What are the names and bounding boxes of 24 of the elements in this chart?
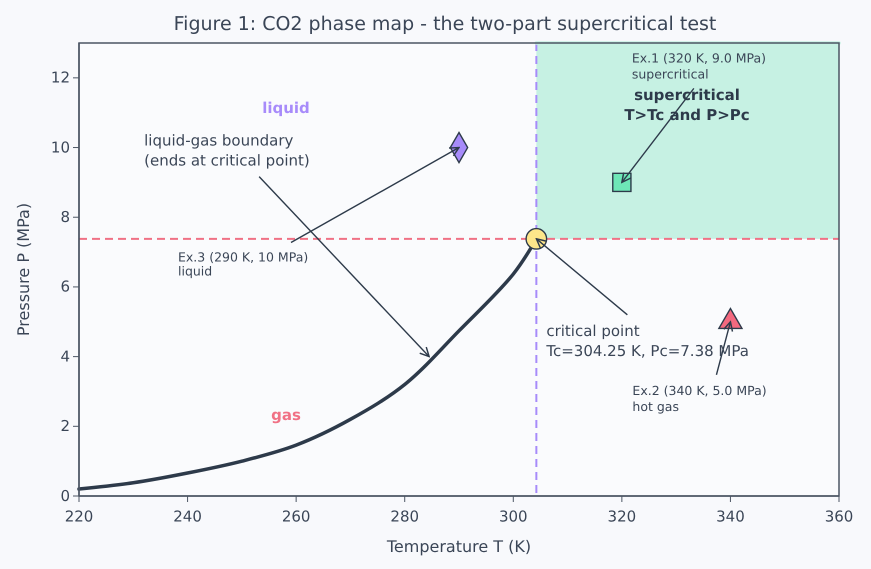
x-tick-label: 320 [608,508,636,526]
y-tick-label: 8 [60,208,70,226]
x-tick-label: 280 [390,508,420,526]
annotation: Ex.3 (290 K, 10 MPa) liquid [178,250,308,279]
annotation: gas [271,406,301,424]
annotation: Ex.1 (320 K, 9.0 MPa) supercritical [632,50,766,82]
chart-title: Figure 1: CO2 phase map - the two-part supercritical test [174,13,716,35]
y-tick-label: 12 [50,68,70,87]
y-axis-title: Pressure P (MPa) [14,202,33,336]
x-tick-label: 260 [282,508,310,526]
x-tick-label: 240 [173,508,202,526]
annotation: liquid [262,99,310,117]
annotation: liquid-gas boundary (ends at critical point) [144,132,310,170]
annotation: Ex.2 (340 K, 5.0 MPa) hot gas [632,382,767,414]
y-tick-label: 0 [60,486,70,505]
y-tick-label: 6 [60,278,70,296]
x-tick-label: 360 [824,508,854,526]
y-tick-label: 10 [50,138,70,156]
x-tick-label: 300 [498,508,528,526]
y-tick-label: 4 [60,347,70,366]
x-tick-label: 220 [64,508,94,526]
y-tick-label: 2 [60,417,70,436]
x-axis-title: Temperature T (K) [386,537,532,556]
x-tick-label: 340 [716,508,745,526]
